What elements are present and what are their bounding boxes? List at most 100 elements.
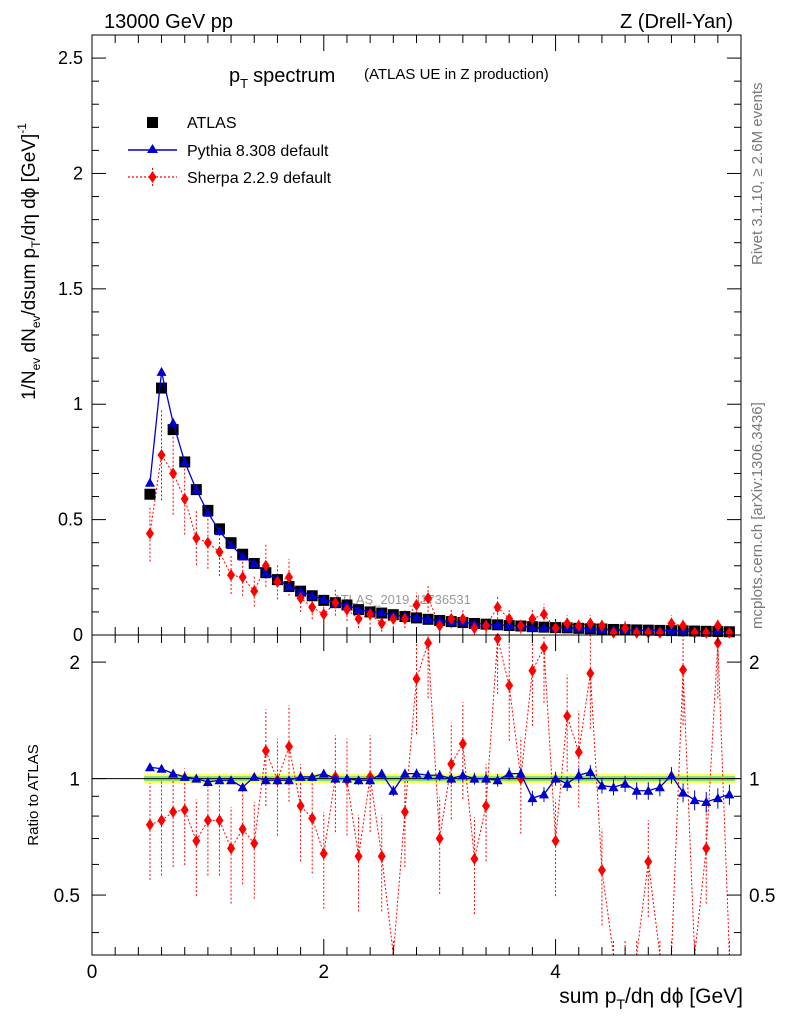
sherpa-data-point xyxy=(644,626,653,639)
pythia-ratio-point xyxy=(538,789,549,799)
pythia-ratio-point xyxy=(353,775,364,785)
pythia-ratio-point xyxy=(307,771,318,781)
legend-entry-pythia: Pythia 8.308 default xyxy=(128,143,329,160)
pythia-data-point xyxy=(156,366,167,376)
pythia-ratio-point xyxy=(226,775,237,785)
pythia-data-point xyxy=(295,586,306,596)
sherpa-ratio-point xyxy=(702,842,711,855)
sherpa-data-point xyxy=(203,536,212,549)
ratio-y-tick-label-right: 1 xyxy=(749,770,760,791)
sherpa-ratio-line xyxy=(149,638,730,956)
sherpa-ratio-point xyxy=(539,641,548,654)
pythia-ratio-point xyxy=(608,782,619,792)
pythia-ratio-point xyxy=(423,770,434,780)
sherpa-data-point xyxy=(447,612,456,625)
pythia-data-point xyxy=(353,604,364,614)
atlas-data-point xyxy=(144,488,156,500)
sherpa-data-point xyxy=(227,569,236,581)
sherpa-ratio-point xyxy=(157,814,166,827)
pythia-ratio-point xyxy=(469,773,480,783)
sherpa-ratio-point xyxy=(285,740,294,753)
pythia-ratio-point xyxy=(341,773,352,783)
sherpa-ratio-point xyxy=(169,805,178,818)
sherpa-ratio-point xyxy=(215,814,224,827)
sherpa-data-point xyxy=(435,619,444,632)
pythia-ratio-point xyxy=(214,775,225,785)
sherpa-ratio-point xyxy=(319,847,328,860)
sherpa-ratio-point xyxy=(597,864,606,877)
pythia-data-point xyxy=(434,615,445,625)
x-axis-label: sum pT/dη dϕ [GeV] xyxy=(559,985,743,1012)
pythia-ratio-point xyxy=(434,770,445,780)
pythia-ratio-point xyxy=(365,775,376,785)
sherpa-data-point xyxy=(505,612,514,625)
sherpa-data-point xyxy=(331,596,340,609)
pythia-data-point xyxy=(179,456,190,466)
main-y-tick-label: 1.5 xyxy=(58,279,83,299)
pythia-ratio-point xyxy=(689,795,700,805)
sherpa-data-point xyxy=(308,601,317,614)
main-panel: 0 0.5 1 1.5 2 2.5 ATLAS_2019_I1736531 pT spect… xyxy=(15,34,742,645)
plot-subtitle: (ATLAS UE in Z production) xyxy=(364,66,549,83)
pythia-ratio-point xyxy=(643,785,654,795)
sherpa-data-point xyxy=(609,626,618,639)
pythia-ratio-point xyxy=(678,787,689,797)
x-tick-label: 0 xyxy=(87,962,98,983)
pythia-data-point xyxy=(376,607,387,617)
sherpa-data-point xyxy=(667,617,676,630)
pythia-ratio-point xyxy=(654,782,665,792)
sherpa-data-point xyxy=(424,592,433,605)
ratio-y-tick-label-left: 2 xyxy=(69,653,80,674)
main-y-axis-label: 1/Nev dNev/dsum pT/dη dϕ [GeV]-1 xyxy=(15,123,43,400)
sherpa-data-point xyxy=(215,545,224,558)
pythia-ratio-point xyxy=(492,775,503,785)
pythia-marker-icon xyxy=(147,144,158,153)
sherpa-data-point xyxy=(725,626,734,639)
sherpa-data-point xyxy=(482,619,491,632)
rivet-label: Rivet 3.1.10, ≥ 2.6M events xyxy=(749,83,766,266)
sherpa-ratio-point xyxy=(713,637,722,650)
sherpa-ratio-point xyxy=(180,803,189,816)
pythia-ratio-point xyxy=(712,793,723,803)
sherpa-data-point xyxy=(470,622,479,635)
sherpa-ratio-point xyxy=(261,744,270,757)
atlas-data-point xyxy=(167,424,179,436)
ratio-y-axis-label: Ratio to ATLAS xyxy=(25,744,42,845)
legend-label-sherpa: Sherpa 2.2.9 default xyxy=(187,170,332,187)
atlas-data-point xyxy=(156,382,168,394)
pythia-ratio-point xyxy=(330,773,341,783)
pythia-data-point xyxy=(191,484,202,494)
pythia-ratio-point xyxy=(168,768,179,778)
sherpa-ratio-point xyxy=(528,664,537,677)
pythia-data-point xyxy=(307,590,318,600)
pythia-ratio-point xyxy=(631,785,642,795)
pythia-ratio-point xyxy=(573,770,584,780)
pythia-ratio-point xyxy=(295,771,306,781)
ratio-panel: 0.5 0.5 1 1 2 2 0 2 4 Ratio to ATLAS sum pT/dη … xyxy=(25,632,776,1012)
pythia-data-point xyxy=(411,612,422,622)
pythia-data-point xyxy=(492,619,503,629)
sherpa-ratio-point xyxy=(586,667,595,680)
sherpa-data-point xyxy=(389,612,398,625)
sherpa-data-point xyxy=(586,617,595,630)
pythia-ratio-point xyxy=(179,771,190,781)
analysis-watermark: ATLAS_2019_I1736531 xyxy=(333,592,471,607)
sherpa-ratio-point xyxy=(505,679,514,692)
sherpa-ratio-point xyxy=(458,737,467,750)
sherpa-data-point xyxy=(296,592,305,605)
pythia-ratio-point xyxy=(515,768,526,778)
sherpa-data-point xyxy=(493,601,502,614)
pythia-ratio-point xyxy=(596,780,607,790)
pythia-ratio-point xyxy=(376,768,387,778)
sherpa-ratio-point xyxy=(679,663,688,676)
pythia-data-point xyxy=(527,622,538,632)
pythia-ratio-point xyxy=(504,768,515,778)
sherpa-data-point xyxy=(238,571,247,584)
pythia-ratio-point xyxy=(388,785,399,795)
main-y-tick-label: 0.5 xyxy=(58,510,83,530)
ratio-y-tick-labels: 0.5 0.5 1 1 2 2 xyxy=(54,653,776,907)
sherpa-ratio-point xyxy=(145,818,154,831)
pythia-ratio-point xyxy=(481,773,492,783)
sherpa-data-point xyxy=(250,585,259,598)
sherpa-ratio-point xyxy=(227,842,236,855)
